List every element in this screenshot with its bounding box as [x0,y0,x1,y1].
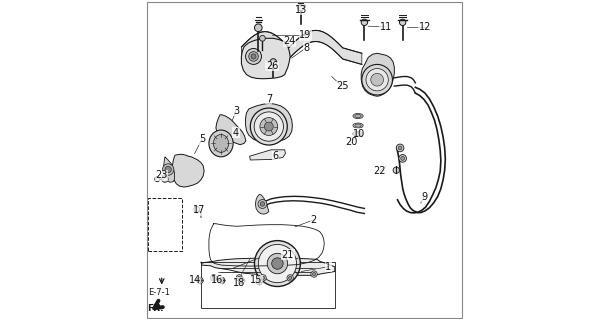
Circle shape [398,146,402,150]
Text: 22: 22 [373,166,385,176]
Circle shape [362,64,392,95]
Circle shape [255,24,262,32]
Circle shape [220,279,224,282]
Polygon shape [216,115,246,145]
Circle shape [311,271,317,277]
Text: 3: 3 [233,106,239,116]
Circle shape [199,279,202,282]
Circle shape [258,199,267,208]
Polygon shape [250,150,286,160]
Text: 26: 26 [266,61,278,71]
Text: 20: 20 [345,138,358,148]
Circle shape [219,277,225,284]
Circle shape [264,122,273,131]
Circle shape [211,275,217,281]
Text: 9: 9 [421,192,427,202]
Circle shape [258,244,297,283]
Bar [148,197,182,251]
Circle shape [236,275,242,281]
Text: 12: 12 [419,22,431,32]
Circle shape [361,19,368,26]
Circle shape [197,277,203,284]
Ellipse shape [213,134,228,152]
Circle shape [250,108,287,145]
Polygon shape [241,30,362,64]
Text: 11: 11 [379,22,392,32]
Circle shape [163,164,174,175]
Polygon shape [172,154,204,187]
Circle shape [194,206,200,212]
Circle shape [256,278,262,285]
Circle shape [401,156,404,160]
Circle shape [267,253,287,274]
Circle shape [261,276,265,279]
Polygon shape [201,258,335,275]
Text: 13: 13 [295,4,307,15]
Polygon shape [255,195,269,214]
Polygon shape [241,38,290,79]
Text: 10: 10 [353,129,365,139]
Polygon shape [164,157,175,182]
Circle shape [248,52,258,61]
Text: FR.: FR. [147,304,164,313]
Circle shape [212,276,216,279]
Circle shape [251,54,256,59]
Circle shape [287,275,294,281]
Circle shape [371,73,384,86]
Text: 15: 15 [250,276,262,285]
Circle shape [312,272,315,276]
Polygon shape [361,53,395,96]
Text: E-7-1: E-7-1 [147,288,169,297]
Circle shape [258,280,261,283]
Text: 5: 5 [199,134,205,144]
Bar [201,262,335,308]
Circle shape [240,279,243,282]
Text: 17: 17 [192,205,205,215]
Circle shape [259,36,266,41]
Ellipse shape [353,114,363,119]
Ellipse shape [355,124,361,127]
Ellipse shape [353,123,363,128]
Ellipse shape [209,130,233,157]
Circle shape [162,176,168,182]
Circle shape [165,166,171,173]
Circle shape [238,276,241,279]
Circle shape [297,4,304,11]
Circle shape [366,68,389,91]
Text: 19: 19 [299,30,311,40]
Circle shape [289,276,292,279]
Circle shape [270,59,276,65]
Circle shape [393,167,400,173]
Text: 23: 23 [155,170,168,180]
Text: 6: 6 [272,151,278,161]
Circle shape [396,144,404,152]
Text: 8: 8 [303,43,309,53]
Circle shape [399,155,406,162]
Text: 4: 4 [233,128,239,138]
Text: 7: 7 [266,94,272,104]
Text: 25: 25 [336,81,348,91]
Circle shape [155,177,160,182]
Text: 1: 1 [325,262,331,272]
Circle shape [255,241,300,286]
Circle shape [245,49,261,64]
Circle shape [272,258,283,269]
Circle shape [400,19,406,26]
Ellipse shape [355,132,361,135]
Ellipse shape [355,115,361,118]
Polygon shape [245,103,292,142]
Text: 21: 21 [282,250,294,260]
Text: 2: 2 [311,215,317,225]
Circle shape [260,275,266,281]
Text: 24: 24 [283,36,295,46]
Text: 16: 16 [211,276,223,285]
Circle shape [260,202,265,206]
Circle shape [238,277,245,284]
Text: 18: 18 [233,278,245,288]
Circle shape [260,118,278,135]
Text: 14: 14 [188,276,201,285]
Ellipse shape [353,131,363,136]
Circle shape [254,112,283,141]
